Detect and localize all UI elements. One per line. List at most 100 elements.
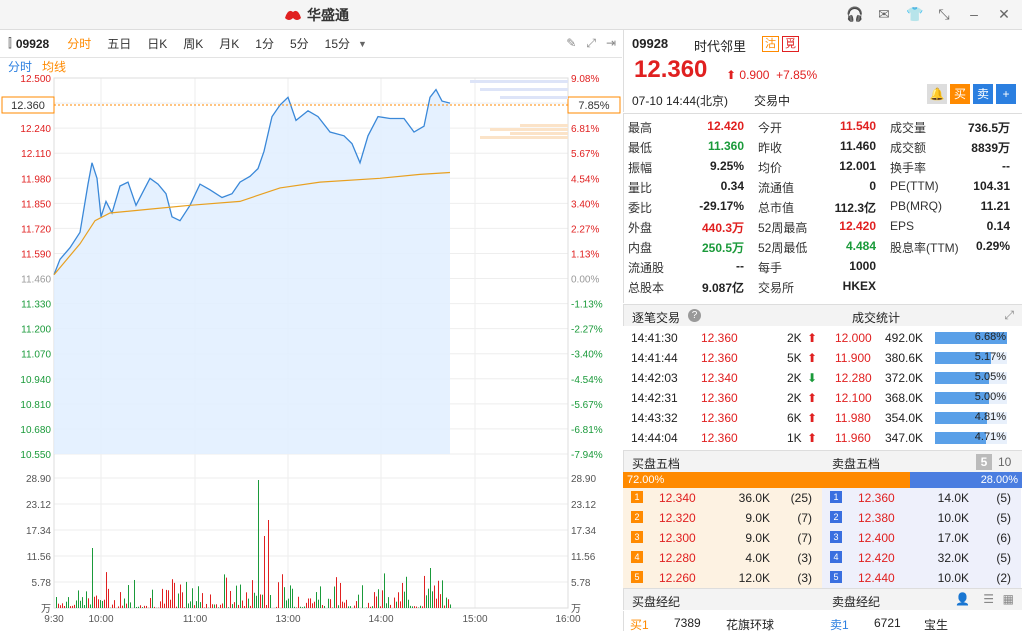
period-tab[interactable]: 日K (139, 35, 175, 52)
expand-icon[interactable]: ⤢ (586, 36, 596, 51)
stat-value: 12.420 (707, 119, 744, 133)
tick-time: 14:42:03 (631, 371, 678, 385)
period-tab[interactable]: 分时 (59, 35, 99, 52)
buy-brokers-title: 买盘经纪 (632, 593, 680, 610)
volume-bar (176, 607, 177, 608)
level-badge: 1 (830, 491, 842, 503)
volume-bar (98, 599, 99, 608)
level-badge: 5 (830, 571, 842, 583)
depth-10-button[interactable]: 10 (998, 455, 1011, 469)
deal-stats-tab[interactable]: 成交统计 (852, 309, 900, 326)
volume-bar (100, 600, 101, 608)
period-tab[interactable]: 周K (175, 35, 211, 52)
volume-bar (428, 589, 429, 608)
bell-icon[interactable]: 🔔 (927, 84, 947, 104)
intraday-chart[interactable]: 12.5009.08%12.3607.85%12.2406.81%12.1105… (0, 58, 622, 631)
stat-label: 每手 (758, 259, 782, 276)
up-arrow-icon: ⬆ (726, 68, 736, 82)
volume-bar (222, 603, 223, 608)
volume-bar (254, 593, 255, 608)
expand-icon[interactable]: ⤢ (1004, 308, 1014, 323)
volume-bar (136, 607, 137, 608)
volume-bar (234, 602, 235, 608)
bid-row[interactable]: 3 12.300 9.0K (7) (623, 528, 822, 548)
ask-row[interactable]: 1 12.360 14.0K (5) (822, 488, 1021, 508)
mail-icon[interactable]: ✉ (876, 6, 892, 22)
bid-row[interactable]: 5 12.260 12.0K (3) (623, 568, 822, 588)
quote-code: 09928 (632, 36, 668, 51)
ticks-tab[interactable]: 逐笔交易 (632, 309, 680, 326)
volume-bar (106, 572, 107, 608)
tick-volume: 2K (787, 331, 802, 345)
period-tab[interactable]: 月K (211, 35, 247, 52)
chevron-down-icon[interactable]: ▼ (358, 39, 367, 49)
ask-row[interactable]: 3 12.400 17.0K (6) (822, 528, 1021, 548)
close-icon[interactable]: ✕ (996, 6, 1012, 22)
volume-bar (300, 607, 301, 608)
headset-icon[interactable]: 🎧 (846, 6, 862, 22)
pencil-icon[interactable]: ✎ (566, 36, 576, 51)
volume-bar (84, 605, 85, 608)
ask-row[interactable]: 2 12.380 10.0K (5) (822, 508, 1021, 528)
level-price: 12.360 (858, 491, 895, 505)
tick-price: 12.360 (701, 351, 738, 365)
shirt-icon[interactable]: 👕 (906, 6, 922, 22)
stat-value: 9.087亿 (702, 279, 744, 296)
ask-row[interactable]: 4 12.420 32.0K (5) (822, 548, 1021, 568)
volume-bar (58, 604, 59, 608)
stat-label: 52周最低 (758, 239, 807, 256)
stat-label: 成交额 (890, 139, 926, 156)
subtab-time[interactable]: 分时 (8, 58, 32, 78)
person-icon[interactable]: 👤 (955, 592, 970, 606)
period-tab[interactable]: 五日 (99, 35, 139, 52)
up-arrow-icon: ⬆ (807, 351, 817, 365)
level-volume: 12.0K (739, 571, 770, 585)
quote-time: 07-10 14:44(北京) (632, 92, 728, 109)
stat-label: 总市值 (758, 199, 794, 216)
tick-row: 14:41:30 12.360 2K ⬆12.000 492.0K 6.68% (623, 328, 1022, 348)
shrink-icon[interactable]: ⤡ (936, 6, 952, 22)
add-watchlist-button[interactable]: + (996, 84, 1016, 104)
level-volume: 9.0K (745, 531, 770, 545)
volume-bar (170, 600, 171, 608)
volume-bar (440, 594, 441, 608)
deal-pct: 5.05% (975, 371, 1006, 383)
volume-bar (338, 605, 339, 608)
volume-bar (112, 605, 113, 608)
stat-value: 104.31 (973, 179, 1010, 193)
volume-bar (436, 599, 437, 608)
period-tab[interactable]: 1分 (247, 35, 282, 52)
level-volume: 9.0K (745, 511, 770, 525)
grid-icon[interactable]: ▦ (1003, 592, 1014, 606)
subtab-avg[interactable]: 均线 (42, 58, 66, 78)
bid-row[interactable]: 1 12.340 36.0K (25) (623, 488, 822, 508)
current-price-label: 12.360 (11, 100, 45, 112)
help-icon[interactable]: ? (688, 309, 701, 322)
ask-row[interactable]: 5 12.440 10.0K (2) (822, 568, 1021, 588)
volume-bar (228, 607, 229, 608)
buy-button[interactable]: 买 (950, 84, 970, 104)
minimize-icon[interactable]: – (966, 6, 982, 22)
volume-bar (140, 605, 141, 608)
deal-price: 11.900 (835, 351, 871, 365)
period-tab[interactable]: 15分 (317, 35, 358, 52)
price-change-pct: +7.85% (776, 68, 817, 82)
period-tab[interactable]: 5分 (282, 35, 317, 52)
bid-row[interactable]: 2 12.320 9.0K (7) (623, 508, 822, 528)
panel-toggle-icon[interactable]: ⫿ (8, 36, 12, 51)
sell-button[interactable]: 卖 (973, 84, 993, 104)
volume-bar (236, 586, 237, 608)
collapse-panel-icon[interactable]: ⇥ (606, 36, 616, 51)
bid-row[interactable]: 4 12.280 4.0K (3) (623, 548, 822, 568)
list-icon[interactable]: ☰ (983, 592, 994, 606)
sell-broker-id: 6721 (874, 616, 901, 630)
time-tick-label: 13:00 (275, 614, 300, 625)
pct-tick-label: -4.54% (571, 375, 603, 386)
volume-bar (104, 600, 105, 608)
volume-bar (424, 576, 425, 608)
stat-value: 0 (869, 179, 876, 193)
depth-5-button[interactable]: 5 (976, 454, 992, 470)
